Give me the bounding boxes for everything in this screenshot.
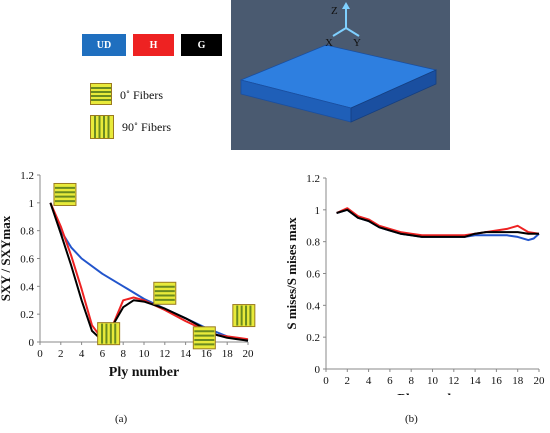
axis-y-label: Y [353, 37, 361, 49]
x-tick-label: 6 [100, 348, 106, 360]
y-tick-label: 0.8 [306, 237, 320, 249]
y-tick-label: 0.2 [306, 332, 320, 344]
y-tick-label: 0 [29, 337, 35, 349]
fiber-90-marker-icon [97, 322, 121, 346]
y-tick-label: 0.6 [20, 254, 34, 266]
legend-ud-label: UD [96, 39, 112, 51]
panel-label-a: (a) [115, 413, 128, 425]
axis-z-label: Z [331, 5, 338, 17]
series-line-h [336, 207, 540, 237]
y-axis-label: SXY / SXYmax [0, 215, 13, 301]
model-3d-view: Z X Y [231, 0, 450, 150]
y-tick-label: 1.2 [20, 170, 34, 182]
fiber-90-marker-icon [232, 304, 256, 328]
axis-z-arrow [342, 2, 350, 9]
fiber-90-label: 90˚ Fibers [122, 120, 171, 134]
series-line-g [336, 208, 539, 238]
y-tick-label: 1 [29, 198, 35, 210]
x-tick-label: 10 [427, 375, 439, 387]
series-line-g [49, 202, 249, 342]
y-tick-label: 0.2 [20, 309, 34, 321]
axis-x-label: X [325, 37, 333, 49]
axis-y-line [345, 27, 360, 37]
x-tick-label: 20 [534, 375, 546, 387]
fiber-0-label: 0˚ Fibers [120, 88, 163, 102]
x-tick-label: 0 [37, 348, 43, 360]
x-axis-label: Ply number [397, 392, 467, 395]
legend-g-box: G [181, 34, 222, 56]
fiber-0-marker-icon [192, 326, 216, 350]
x-tick-label: 8 [408, 375, 414, 387]
y-axis-label: S mises/S mises max [284, 217, 299, 330]
y-tick-label: 1.2 [306, 173, 320, 185]
y-tick-label: 1 [315, 205, 321, 217]
x-tick-label: 4 [366, 375, 372, 387]
x-tick-label: 12 [159, 348, 170, 360]
x-tick-label: 18 [222, 348, 234, 360]
axis-x-line [332, 27, 347, 37]
x-tick-label: 16 [491, 375, 503, 387]
x-tick-label: 4 [79, 348, 85, 360]
x-tick-label: 12 [448, 375, 459, 387]
y-tick-label: 0.4 [306, 300, 320, 312]
x-tick-label: 18 [512, 375, 524, 387]
y-tick-label: 0.8 [20, 226, 34, 238]
fiber-0-marker-icon [153, 281, 177, 305]
x-tick-label: 8 [120, 348, 126, 360]
x-tick-label: 2 [58, 348, 64, 360]
y-tick-label: 0.6 [306, 269, 320, 281]
y-tick-label: 0 [315, 364, 321, 376]
fiber-90-legend-icon [90, 115, 114, 139]
x-tick-label: 14 [180, 348, 192, 360]
legend-h-box: H [133, 34, 174, 56]
x-tick-label: 20 [243, 348, 255, 360]
panel-label-b: (b) [405, 413, 418, 425]
x-tick-label: 6 [387, 375, 393, 387]
legend-g-label: G [197, 39, 206, 51]
x-tick-label: 2 [345, 375, 351, 387]
fiber-0-legend-icon [90, 83, 112, 105]
legend-h-label: H [149, 39, 158, 51]
x-axis-label: Ply number [109, 365, 179, 380]
plate-side-face [350, 69, 437, 123]
fiber-0-marker-icon [53, 182, 77, 206]
chart-a: 0 0.2 0.4 0.6 0.8 1 1.2 0 2 4 6 8 10 12 14 16 18 20 Ply nu… [0, 170, 256, 380]
x-tick-label: 0 [323, 375, 329, 387]
x-tick-label: 16 [201, 348, 213, 360]
legend-ud-box: UD [82, 34, 126, 56]
series-line-ud [49, 202, 249, 342]
x-tick-label: 10 [139, 348, 151, 360]
series-line-h [49, 202, 249, 341]
y-tick-label: 0.4 [20, 281, 34, 293]
x-tick-label: 14 [470, 375, 482, 387]
chart-b: 0 0.2 0.4 0.6 0.8 1 1.2 0 2 4 6 8 10 12 14 16 18 20 Ply nu… [284, 173, 546, 395]
